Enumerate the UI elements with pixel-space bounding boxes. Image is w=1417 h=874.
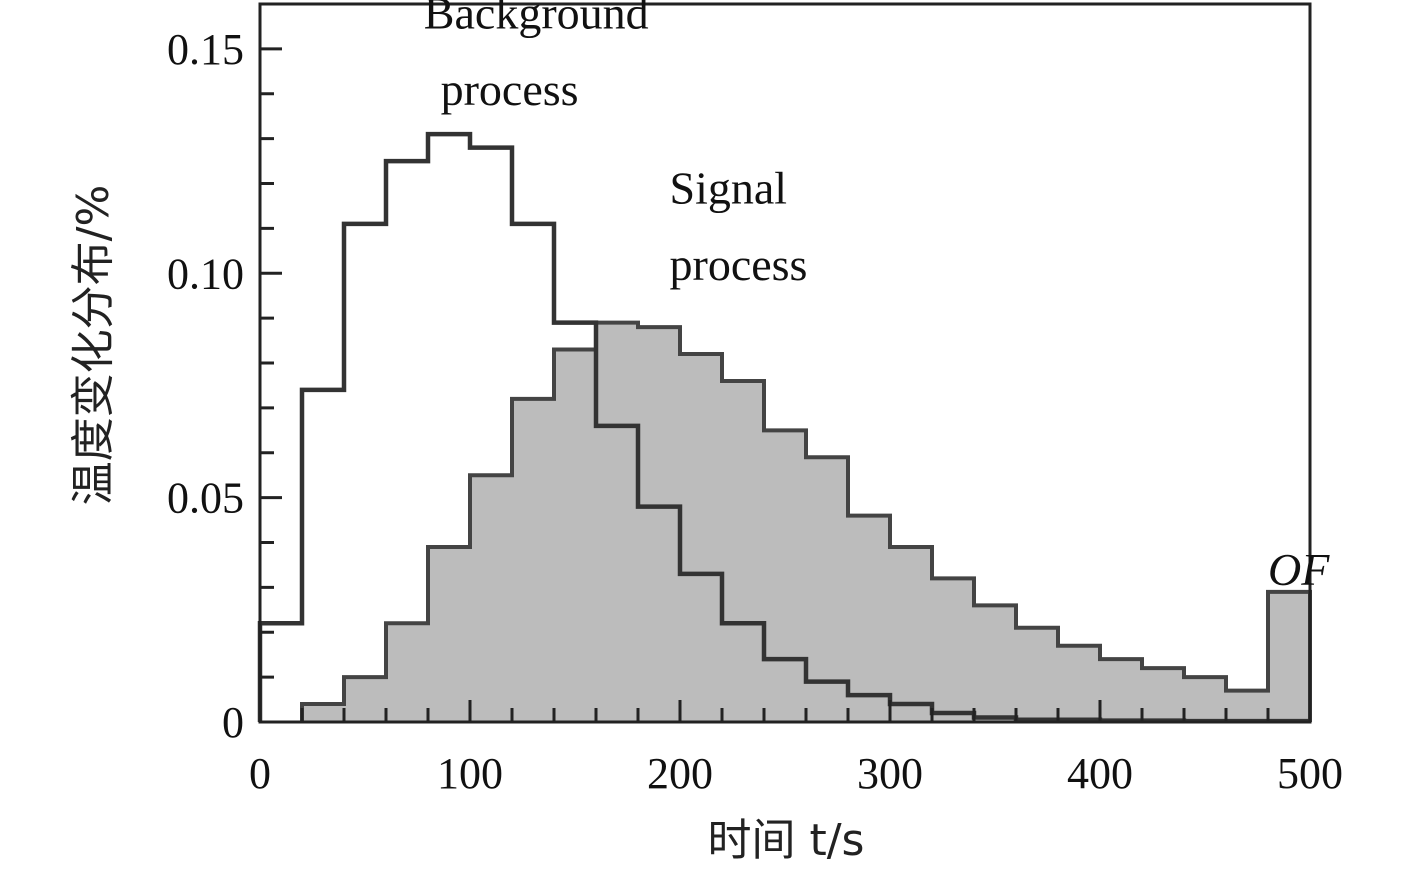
signal-bar — [806, 457, 848, 722]
signal-bar — [932, 578, 974, 722]
y-tick-label: 0.10 — [167, 249, 244, 298]
signal-bar — [974, 605, 1016, 722]
signal-bar — [554, 349, 596, 722]
signal-bar — [1184, 677, 1226, 722]
y-axis-title: 温度变化分布/% — [68, 185, 119, 506]
annotations: Background process Signal process OF — [424, 0, 1330, 595]
signal-bar — [764, 430, 806, 722]
x-tick-label: 100 — [437, 749, 503, 798]
signal-bar — [722, 380, 764, 722]
signal-bar — [428, 546, 470, 722]
signal-bar — [1142, 668, 1184, 722]
x-tick-label: 400 — [1067, 749, 1133, 798]
annotation-label: Background — [424, 0, 649, 39]
signal-outline — [300, 320, 1312, 722]
signal-series — [300, 320, 1312, 722]
signal-bar — [1226, 690, 1268, 722]
x-tick-label: 0 — [249, 749, 271, 798]
signal-bar — [302, 704, 344, 722]
signal-bar — [386, 623, 428, 722]
signal-bar — [638, 327, 680, 722]
signal-bar — [1058, 645, 1100, 722]
signal-bar — [470, 475, 512, 722]
y-tick-label: 0.15 — [167, 25, 244, 74]
annotation-label: Signal — [670, 163, 788, 214]
signal-bar — [680, 354, 722, 722]
x-tick-label: 300 — [857, 749, 923, 798]
signal-bar — [1268, 591, 1310, 722]
signal-bar — [1016, 627, 1058, 722]
signal-bar — [848, 515, 890, 722]
axis-ticks: 0 0.05 0.10 0.15 0 100 200 300 400 500 — [167, 2, 1343, 798]
background-series — [257, 131, 1310, 724]
x-tick-label: 200 — [647, 749, 713, 798]
background-outline — [257, 131, 1310, 724]
signal-bar — [1100, 659, 1142, 722]
annotation-label: OF — [1268, 544, 1330, 595]
signal-bar — [512, 398, 554, 722]
signal-bar — [596, 322, 638, 722]
y-tick-label: 0 — [222, 698, 244, 747]
x-tick-label: 500 — [1277, 749, 1343, 798]
x-axis-title: 时间 t/s — [708, 815, 865, 866]
annotation-label: process — [441, 64, 579, 115]
annotation-label: process — [670, 239, 808, 290]
signal-bar — [344, 677, 386, 722]
signal-bar — [890, 546, 932, 722]
y-tick-label: 0.05 — [167, 474, 244, 523]
